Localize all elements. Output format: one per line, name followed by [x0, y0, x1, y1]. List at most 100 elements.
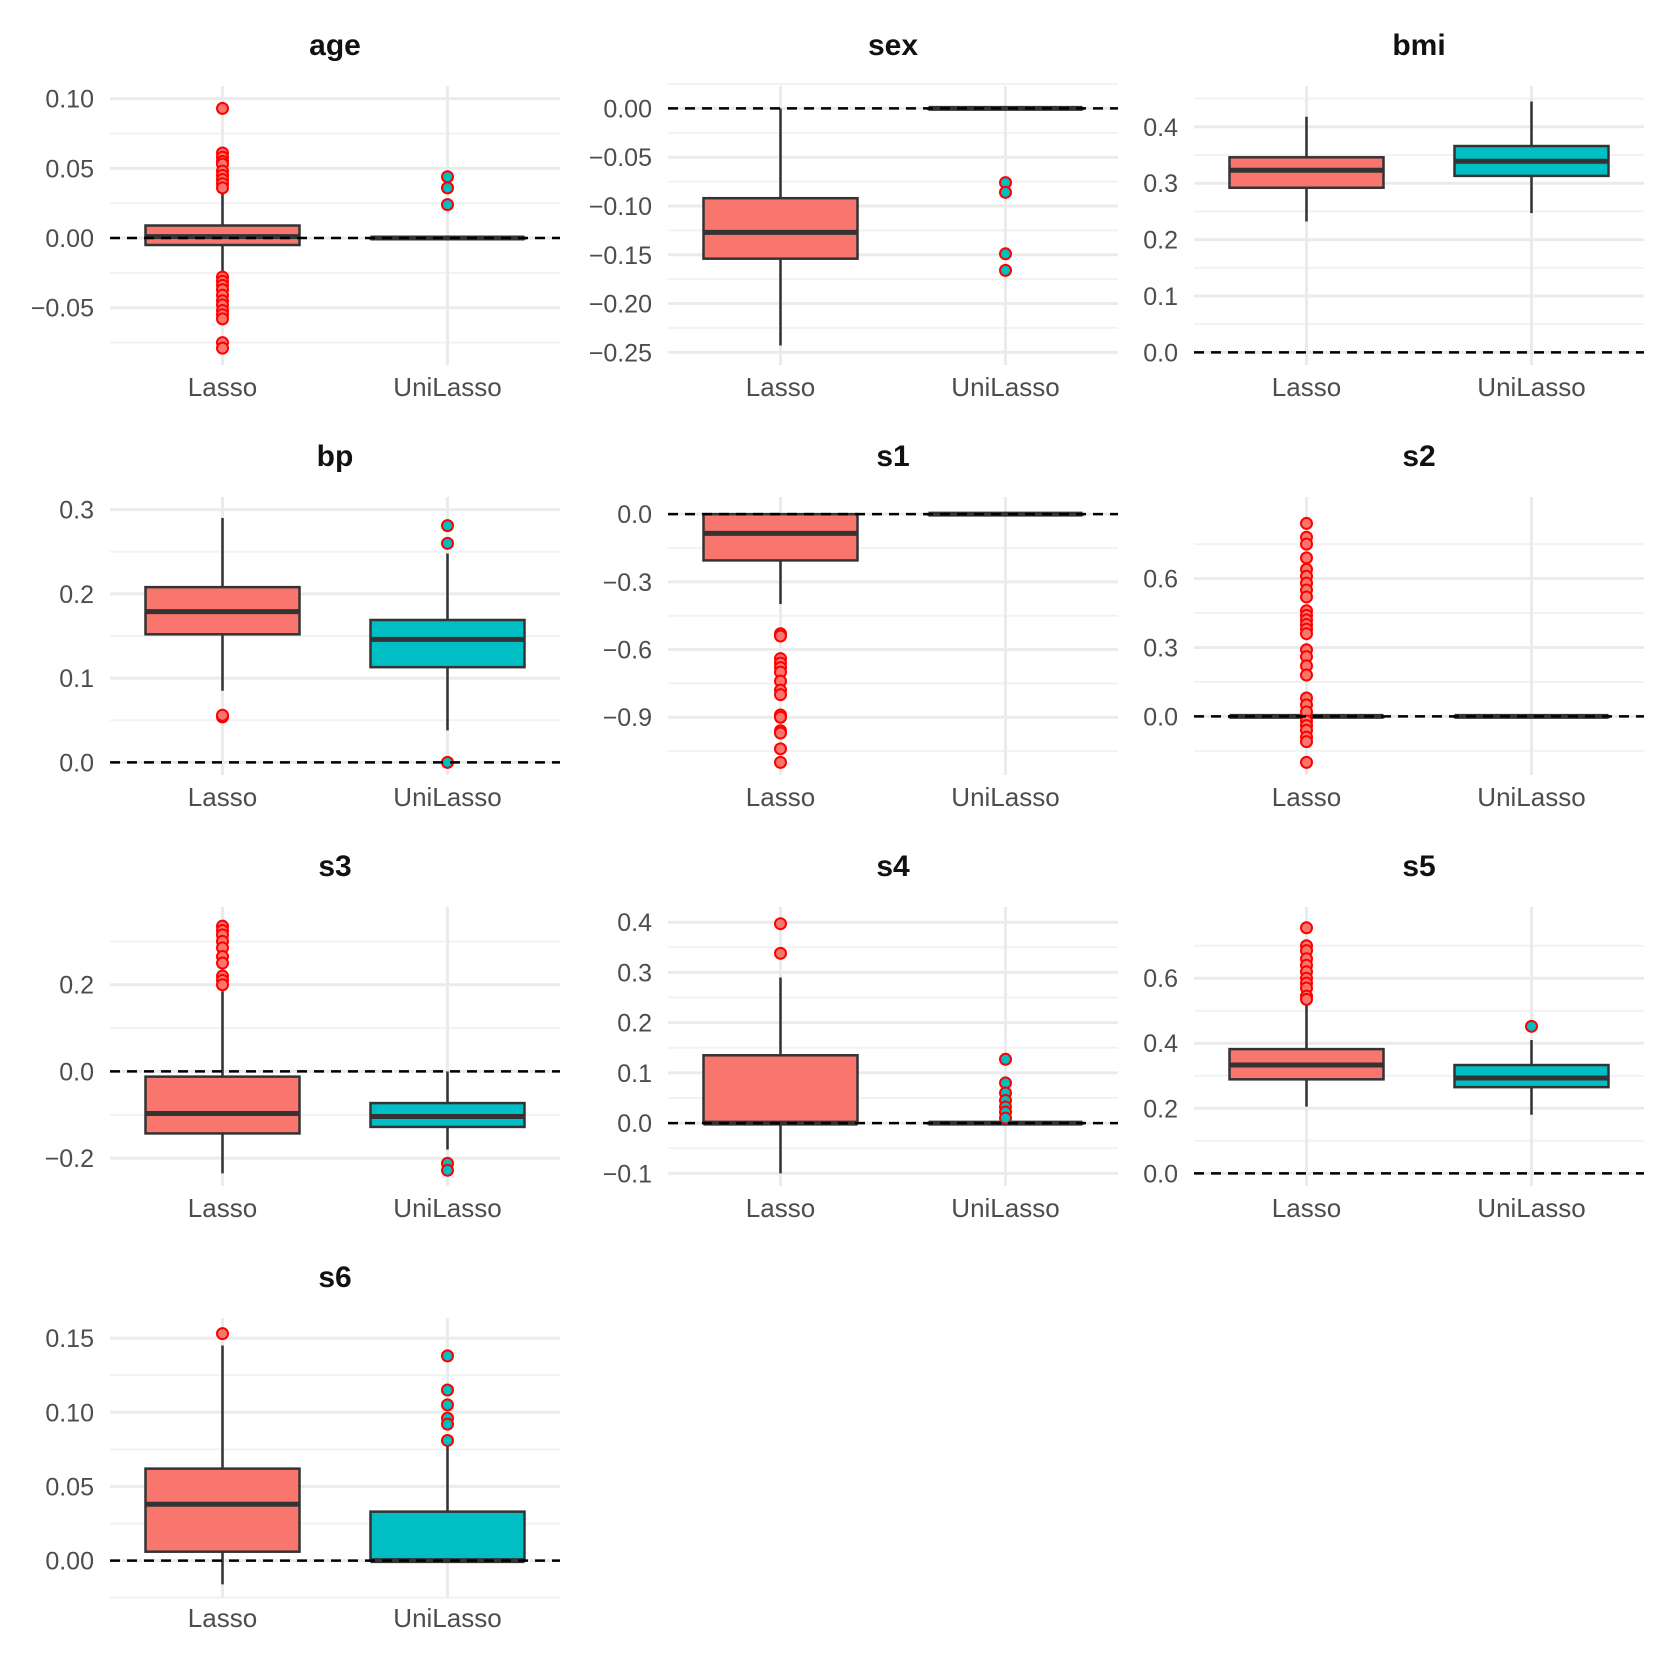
outlier-point-Lasso	[216, 708, 229, 722]
outlier-point-Lasso	[1300, 590, 1313, 604]
panel-title: bp	[317, 440, 354, 473]
x-category-label: UniLasso	[1477, 1193, 1585, 1223]
y-tick-label: 0.05	[45, 155, 94, 183]
outlier-point-Lasso	[774, 742, 787, 756]
x-category-label: UniLasso	[1477, 372, 1585, 402]
panel-sex: −0.25 −0.20 −0.15 −0.10 −0.05 0.00 Lasso UniLas…	[589, 29, 1118, 402]
y-tick-label: 0.05	[45, 1473, 94, 1501]
x-category-label: Lasso	[188, 1193, 257, 1223]
y-tick-label: 0.6	[1143, 566, 1178, 594]
y-tick-label: 0.00	[45, 1548, 94, 1576]
x-category-label: UniLasso	[1477, 782, 1585, 812]
panel-title: age	[309, 29, 361, 62]
outlier-point-UniLasso	[999, 263, 1012, 277]
outlier-point-Lasso	[774, 726, 787, 740]
x-category-label: UniLasso	[951, 372, 1059, 402]
outlier-point-Lasso	[1300, 627, 1313, 641]
y-tick-label: 0.0	[1143, 339, 1178, 367]
y-tick-label: 0.00	[603, 95, 652, 123]
y-tick-label: 0.4	[617, 909, 652, 937]
y-tick-label: 0.0	[617, 1110, 652, 1138]
outlier-point-UniLasso	[441, 1417, 454, 1431]
panel-title: s1	[876, 440, 909, 473]
x-category-label: Lasso	[1272, 372, 1341, 402]
outlier-point-Lasso	[216, 101, 229, 115]
panel-title: s3	[318, 850, 351, 883]
x-category-label: Lasso	[188, 372, 257, 402]
panel-title: sex	[868, 29, 918, 62]
x-category-label: UniLasso	[393, 372, 501, 402]
outlier-point-Lasso	[216, 312, 229, 326]
y-tick-label: 0.1	[1143, 283, 1178, 311]
y-tick-label: 0.3	[1143, 634, 1178, 662]
box-Lasso	[702, 196, 859, 260]
outlier-point-UniLasso	[999, 247, 1012, 261]
outlier-point-UniLasso	[441, 1433, 454, 1447]
x-category-label: Lasso	[1272, 1193, 1341, 1223]
panel-s1: −0.9 −0.6 −0.3 0.0 Lasso UniLasso s1	[603, 440, 1118, 812]
outlier-point-Lasso	[1300, 735, 1313, 749]
panel-title: bmi	[1392, 29, 1445, 62]
y-tick-label: 0.0	[59, 1058, 94, 1086]
outlier-point-UniLasso	[999, 1052, 1012, 1066]
y-tick-label: −0.10	[589, 193, 652, 221]
panel-s6: 0.00 0.05 0.10 0.15 Lasso UniLasso s6	[45, 1261, 560, 1633]
y-tick-label: −0.15	[589, 242, 652, 270]
x-category-label: UniLasso	[393, 1603, 501, 1633]
x-category-label: Lasso	[1272, 782, 1341, 812]
outlier-point-UniLasso	[441, 1398, 454, 1412]
y-tick-label: 0.2	[59, 581, 94, 609]
y-tick-label: −0.05	[31, 295, 94, 323]
y-tick-label: 0.0	[59, 749, 94, 777]
outlier-point-UniLasso	[999, 185, 1012, 199]
outlier-point-Lasso	[774, 946, 787, 960]
y-tick-label: 0.3	[59, 497, 94, 525]
outlier-point-Lasso	[1300, 668, 1313, 682]
outlier-point-UniLasso	[441, 181, 454, 195]
panel-title: s6	[318, 1261, 351, 1294]
outlier-point-UniLasso	[441, 1383, 454, 1397]
outlier-point-Lasso	[774, 755, 787, 769]
outlier-point-Lasso	[216, 978, 229, 992]
outlier-point-Lasso	[1300, 755, 1313, 769]
outlier-point-Lasso	[774, 688, 787, 702]
x-category-label: Lasso	[746, 1193, 815, 1223]
outlier-point-UniLasso	[441, 170, 454, 184]
x-category-label: UniLasso	[951, 1193, 1059, 1223]
panel-age: −0.05 0.00 0.05 0.10 Lasso UniLasso age	[31, 29, 560, 402]
outlier-point-Lasso	[216, 341, 229, 355]
y-tick-label: 0.0	[1143, 1160, 1178, 1188]
panel-s3: −0.2 0.0 0.2 Lasso UniLasso s3	[45, 850, 560, 1223]
outlier-point-UniLasso	[441, 519, 454, 533]
y-tick-label: −0.25	[589, 339, 652, 367]
y-tick-label: −0.2	[45, 1145, 94, 1173]
outlier-point-Lasso	[216, 1327, 229, 1341]
panel-title: s5	[1402, 850, 1435, 883]
y-tick-label: −0.9	[603, 704, 652, 732]
y-tick-label: −0.05	[589, 144, 652, 172]
outlier-point-Lasso	[1300, 537, 1313, 551]
outlier-point-UniLasso	[441, 198, 454, 212]
outlier-point-Lasso	[774, 629, 787, 643]
y-tick-label: 0.10	[45, 86, 94, 114]
x-category-label: UniLasso	[951, 782, 1059, 812]
panel-title: s2	[1402, 440, 1435, 473]
y-tick-label: −0.3	[603, 569, 652, 597]
panel-s2: 0.0 0.3 0.6 Lasso UniLasso s2	[1143, 440, 1644, 812]
outlier-point-UniLasso	[441, 1349, 454, 1363]
y-tick-label: 0.2	[617, 1010, 652, 1038]
outlier-point-Lasso	[216, 956, 229, 970]
y-tick-label: 0.2	[1143, 1095, 1178, 1123]
outlier-point-Lasso	[1300, 992, 1313, 1006]
panel-bp: 0.0 0.1 0.2 0.3 Lasso UniLasso bp	[59, 440, 560, 812]
x-category-label: Lasso	[188, 782, 257, 812]
y-tick-label: 0.0	[1143, 703, 1178, 731]
x-category-label: Lasso	[746, 372, 815, 402]
y-tick-label: 0.2	[59, 972, 94, 1000]
y-tick-label: 0.0	[617, 501, 652, 529]
y-tick-label: 0.15	[45, 1325, 94, 1353]
y-tick-label: 0.1	[59, 665, 94, 693]
x-category-label: Lasso	[746, 782, 815, 812]
y-tick-label: 0.2	[1143, 227, 1178, 255]
